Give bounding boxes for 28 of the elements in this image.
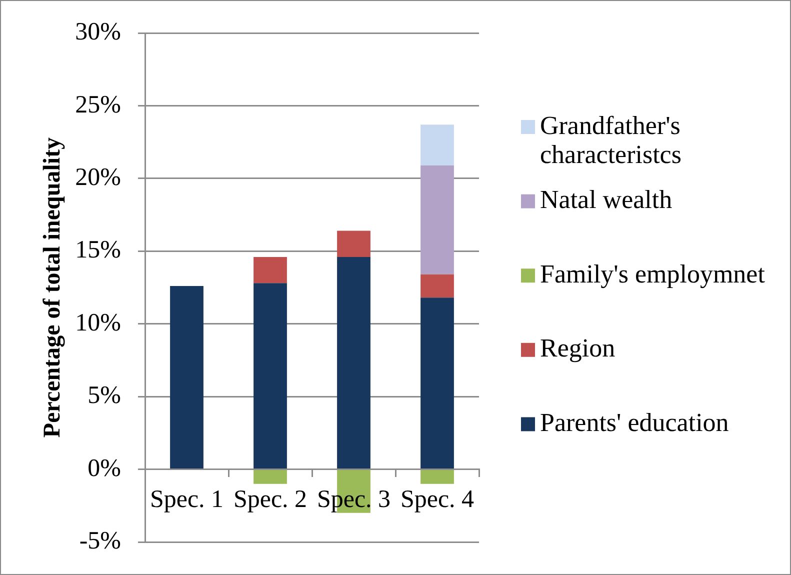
bar [337, 256, 370, 469]
bar [170, 286, 204, 469]
bar [420, 470, 454, 484]
bar [420, 165, 454, 274]
y-tick-label: 10% [75, 309, 121, 336]
legend-label: Natal wealth [540, 185, 672, 214]
y-tick-label: 5% [88, 382, 121, 410]
y-axis-title: Percentage of total inequality [40, 137, 66, 438]
y-tick-label: -5% [79, 528, 121, 555]
bar [254, 283, 287, 469]
legend-label: Region [540, 334, 616, 363]
x-tick-label: Spec. 4 [400, 486, 475, 513]
legend-label: Family's employmnet [540, 259, 766, 288]
bar [420, 298, 454, 469]
y-tick-label: 20% [75, 164, 121, 191]
bar [337, 230, 370, 257]
legend-label: Grandfather's characteristcs [540, 110, 682, 169]
bar [420, 274, 454, 298]
bar [254, 470, 287, 484]
x-tick-label: Spec. 1 [150, 486, 224, 513]
y-tick-label: 15% [75, 236, 121, 264]
x-tick-label: Spec. 2 [233, 486, 308, 513]
y-tick-label: 25% [75, 91, 121, 118]
bar [420, 124, 454, 166]
y-tick-label: 0% [88, 454, 121, 482]
legend-label: Parents' education [540, 408, 729, 438]
y-tick-label: 30% [75, 18, 121, 46]
bar [254, 256, 287, 284]
